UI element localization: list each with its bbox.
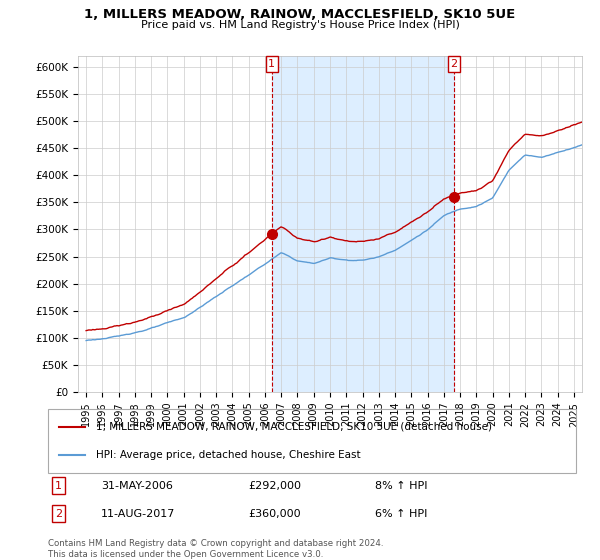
Text: 8% ↑ HPI: 8% ↑ HPI [376,480,428,491]
Text: 1, MILLERS MEADOW, RAINOW, MACCLESFIELD, SK10 5UE: 1, MILLERS MEADOW, RAINOW, MACCLESFIELD,… [85,8,515,21]
Text: 11-AUG-2017: 11-AUG-2017 [101,508,175,519]
Text: 2: 2 [55,508,62,519]
Text: 1, MILLERS MEADOW, RAINOW, MACCLESFIELD, SK10 5UE (detached house): 1, MILLERS MEADOW, RAINOW, MACCLESFIELD,… [95,422,491,432]
Text: 6% ↑ HPI: 6% ↑ HPI [376,508,428,519]
Bar [272,56,454,392]
Text: 1: 1 [55,480,62,491]
Text: £360,000: £360,000 [248,508,301,519]
Text: £292,000: £292,000 [248,480,302,491]
Text: 31-MAY-2006: 31-MAY-2006 [101,480,173,491]
Text: Contains HM Land Registry data © Crown copyright and database right 2024.
This d: Contains HM Land Registry data © Crown c… [48,539,383,559]
Text: 2: 2 [451,59,457,69]
Text: Price paid vs. HM Land Registry's House Price Index (HPI): Price paid vs. HM Land Registry's House … [140,20,460,30]
Text: 1: 1 [268,59,275,69]
Text: HPI: Average price, detached house, Cheshire East: HPI: Average price, detached house, Ches… [95,450,360,460]
